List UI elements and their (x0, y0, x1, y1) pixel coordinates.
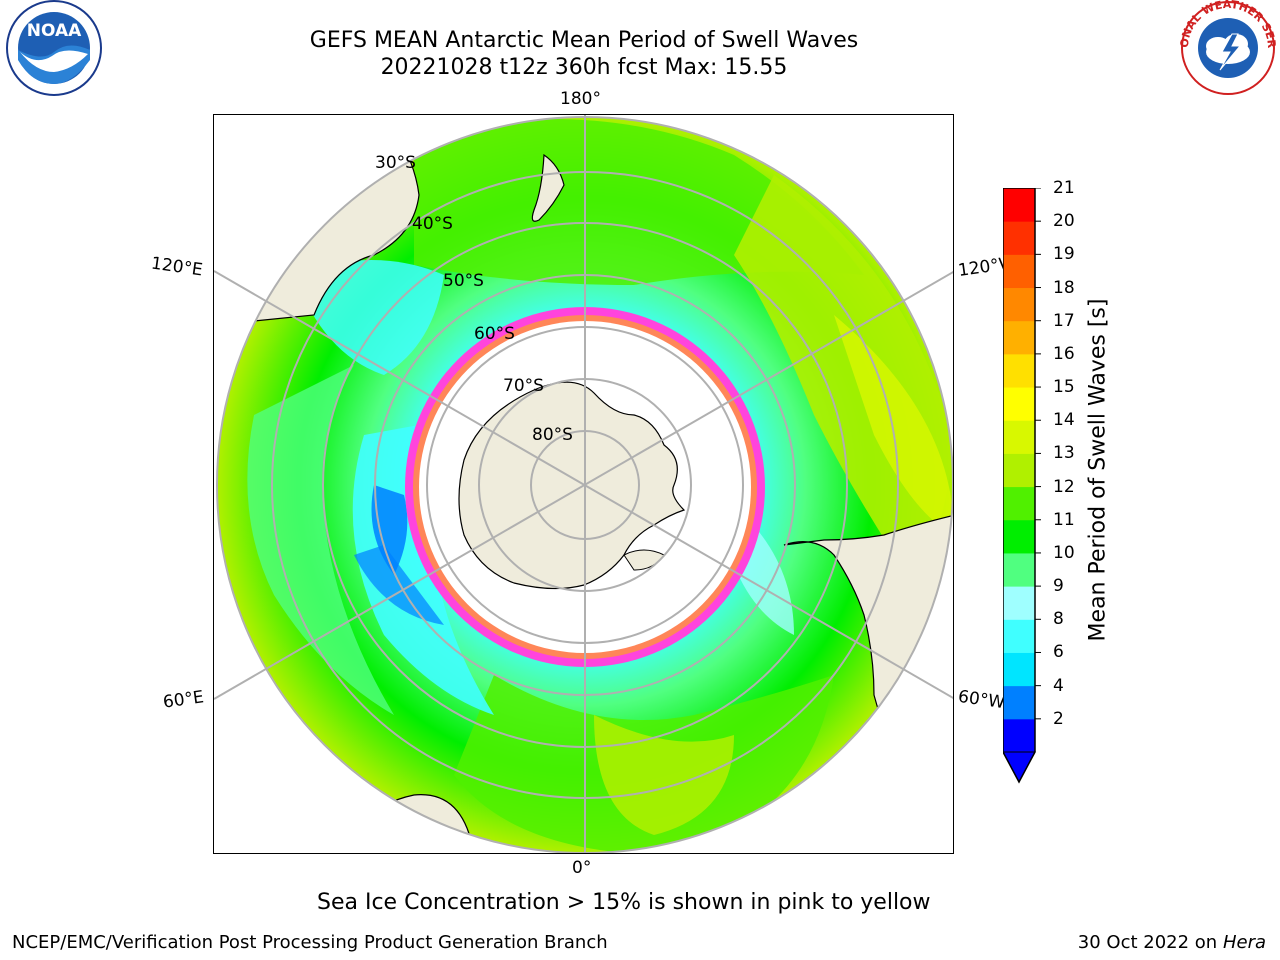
footer-date: 30 Oct 2022 on Hera (1078, 932, 1266, 953)
colorbar-segment (1003, 486, 1035, 521)
colorbar-segment (1003, 652, 1035, 687)
colorbar-tick-label: 11 (1053, 509, 1075, 530)
colorbar (1002, 187, 1043, 788)
colorbar-segment (1003, 287, 1035, 322)
lon-label-60w: 60°W (956, 686, 1007, 714)
colorbar-tick-label: 9 (1053, 576, 1064, 597)
chart-subtitle: 20221028 t12z 360h fcst Max: 15.55 (380, 55, 788, 80)
colorbar-segment (1003, 619, 1035, 653)
lon-label-120e: 120°E (149, 253, 204, 281)
colorbar-segment (1003, 685, 1035, 720)
footer-host: Hera (1222, 932, 1266, 953)
colorbar-tick-label: 20 (1053, 211, 1075, 232)
colorbar-tick-label: 8 (1053, 609, 1064, 630)
colorbar-segment (1003, 353, 1035, 388)
colorbar-segment (1003, 586, 1035, 620)
colorbar-segment (1003, 387, 1035, 421)
lat-label-30s: 30°S (375, 153, 416, 173)
colorbar-tick-label: 13 (1053, 443, 1075, 464)
colorbar-extend-arrow (1002, 751, 1036, 784)
colorbar-segment (1003, 221, 1035, 255)
colorbar-tick-label: 10 (1053, 542, 1075, 563)
colorbar-segment (1003, 519, 1035, 554)
map-panel (213, 114, 954, 854)
colorbar-segment (1003, 453, 1035, 488)
lon-label-60e: 60°E (161, 687, 206, 713)
colorbar-tick-label: 4 (1053, 675, 1064, 696)
lon-label-180: 180° (560, 89, 601, 109)
footer-date-text: 30 Oct 2022 on (1077, 932, 1223, 953)
chart-title: GEFS MEAN Antarctic Mean Period of Swell… (309, 28, 859, 53)
noaa-logo: NOAA (2, 0, 106, 104)
colorbar-segment (1003, 320, 1035, 355)
colorbar-scale (1002, 187, 1041, 784)
lat-label-60s: 60°S (474, 324, 515, 344)
nws-logo: NATIONAL WEATHER SERVICE (1171, 0, 1280, 104)
polar-map (214, 115, 953, 853)
colorbar-segment (1003, 552, 1035, 587)
colorbar-tick-label: 21 (1053, 178, 1075, 198)
colorbar-tick-label: 12 (1053, 476, 1075, 497)
new-zealand-land (531, 153, 565, 222)
lat-label-50s: 50°S (443, 271, 484, 291)
lat-label-40s: 40°S (412, 214, 453, 234)
colorbar-tick-label: 17 (1053, 310, 1075, 331)
lat-label-70s: 70°S (503, 376, 544, 396)
footer-credit: NCEP/EMC/Verification Post Processing Pr… (12, 932, 608, 953)
sea-ice-caption: Sea Ice Concentration > 15% is shown in … (317, 890, 931, 915)
colorbar-segment (1003, 420, 1035, 454)
graticule (214, 115, 953, 853)
colorbar-segment (1003, 254, 1035, 289)
svg-text:NOAA: NOAA (27, 21, 82, 41)
colorbar-tick-label: 15 (1053, 377, 1075, 398)
colorbar-tick-label: 19 (1053, 244, 1075, 265)
lon-label-0: 0° (572, 858, 592, 878)
colorbar-label: Mean Period of Swell Waves [s] (1085, 298, 1111, 642)
colorbar-tick-label: 6 (1053, 642, 1064, 663)
colorbar-segment (1003, 188, 1035, 222)
colorbar-segment (1003, 718, 1035, 753)
lat-label-80s: 80°S (532, 425, 573, 445)
colorbar-tick-label: 16 (1053, 343, 1075, 364)
colorbar-tick-label: 2 (1053, 708, 1064, 729)
colorbar-tick-label: 18 (1053, 277, 1075, 298)
colorbar-tick-label: 14 (1053, 410, 1075, 431)
